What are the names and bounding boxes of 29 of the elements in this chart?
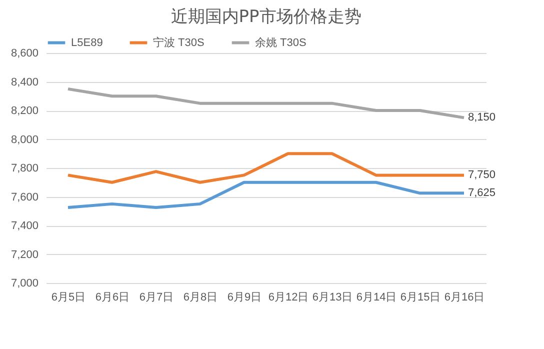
x-tick-label: 6月6日 [95, 292, 130, 304]
line-series [66, 87, 466, 120]
data-label: 7,750 [468, 169, 496, 182]
line-series [66, 152, 466, 184]
x-tick-label: 6月7日 [139, 292, 174, 304]
y-tick-label: 7,800 [10, 162, 38, 174]
x-tick-label: 6月5日 [51, 292, 86, 304]
data-label: 8,150 [468, 112, 496, 124]
x-tick-label: 6月9日 [227, 292, 262, 304]
x-tick-label: 6月8日 [183, 292, 218, 304]
legend-label: 余姚 T30S [255, 36, 306, 49]
chart-title: 近期国内PP市场价格走势 [170, 7, 362, 27]
y-tick-label: 7,600 [10, 191, 38, 204]
y-tick-label: 8,000 [10, 134, 38, 146]
x-tick-label: 6月15日 [400, 292, 441, 304]
data-label: 7,625 [468, 187, 496, 200]
y-tick-label: 8,200 [10, 105, 38, 117]
y-tick-label: 8,600 [10, 48, 38, 60]
y-tick-label: 8,400 [10, 76, 38, 88]
x-tick-label: 6月16日 [444, 292, 485, 304]
line-series [66, 180, 466, 210]
y-tick-label: 7,400 [10, 220, 38, 232]
x-tick-label: 6月13日 [312, 292, 353, 304]
legend-label: 宁波 T30S [153, 36, 204, 49]
y-tick-label: 7,000 [10, 278, 38, 290]
legend-label: L5E89 [71, 36, 103, 49]
x-tick-label: 6月14日 [356, 292, 397, 304]
y-tick-label: 7,200 [10, 248, 38, 261]
x-tick-label: 6月12日 [268, 292, 309, 304]
